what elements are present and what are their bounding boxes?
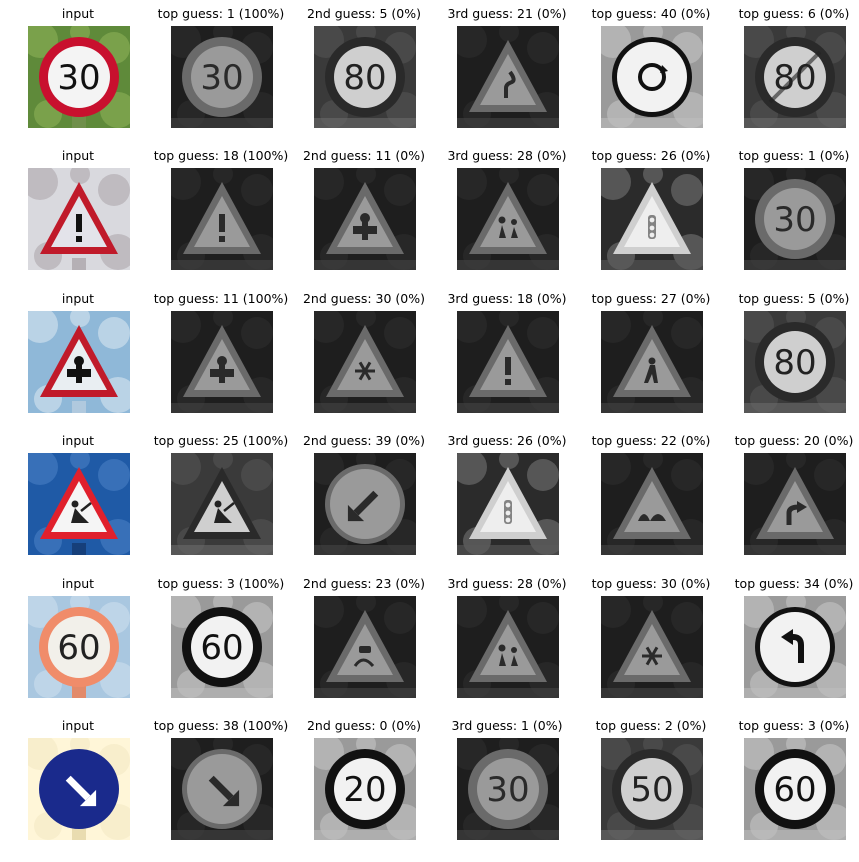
guess-label: 3rd guess: 26 (0%) xyxy=(447,433,567,448)
guess-sign-image xyxy=(601,453,703,555)
guess-sign-image xyxy=(314,596,416,698)
guess-sign-image xyxy=(314,168,416,270)
guess-sign-image xyxy=(601,26,703,128)
guess-label: top guess: 2 (0%) xyxy=(595,718,707,733)
input-label: input xyxy=(61,576,95,591)
input-sign-image xyxy=(28,453,130,555)
guess-sign-image xyxy=(601,596,703,698)
guess-label: top guess: 26 (0%) xyxy=(591,148,711,163)
guess-label: 2nd guess: 5 (0%) xyxy=(306,6,422,21)
guess-sign-image xyxy=(601,311,703,413)
svg-text:60: 60 xyxy=(200,628,243,668)
guess-sign-image xyxy=(457,168,559,270)
guess-sign-image: 60 xyxy=(744,738,846,840)
guess-label: top guess: 30 (0%) xyxy=(591,576,711,591)
guess-sign-image xyxy=(171,453,273,555)
svg-text:30: 30 xyxy=(773,200,816,240)
guess-label: top guess: 40 (0%) xyxy=(591,6,711,21)
input-label: input xyxy=(61,718,95,733)
guess-sign-image xyxy=(171,311,273,413)
guess-sign-image: 80 xyxy=(744,26,846,128)
guess-label: 2nd guess: 0 (0%) xyxy=(306,718,422,733)
guess-label: top guess: 25 (100%) xyxy=(153,433,289,448)
guess-label: top guess: 5 (0%) xyxy=(738,291,850,306)
guess-label: top guess: 22 (0%) xyxy=(591,433,711,448)
guess-label: top guess: 1 (100%) xyxy=(157,6,285,21)
svg-text:30: 30 xyxy=(486,770,529,810)
svg-text:30: 30 xyxy=(57,58,100,98)
svg-text:80: 80 xyxy=(773,343,816,383)
guess-sign-image: 30 xyxy=(457,738,559,840)
guess-label: top guess: 1 (0%) xyxy=(738,148,850,163)
guess-sign-image: 50 xyxy=(601,738,703,840)
guess-sign-image xyxy=(171,738,273,840)
guess-sign-image: 80 xyxy=(744,311,846,413)
guess-label: top guess: 6 (0%) xyxy=(738,6,850,21)
input-label: input xyxy=(61,433,95,448)
guess-sign-image xyxy=(744,453,846,555)
guess-label: 3rd guess: 21 (0%) xyxy=(447,6,567,21)
guess-sign-image xyxy=(744,596,846,698)
svg-text:60: 60 xyxy=(773,770,816,810)
guess-sign-image xyxy=(457,26,559,128)
guess-label: 3rd guess: 28 (0%) xyxy=(447,148,567,163)
guess-label: 3rd guess: 18 (0%) xyxy=(447,291,567,306)
input-label: input xyxy=(61,291,95,306)
input-label: input xyxy=(61,6,95,21)
guess-sign-image: 30 xyxy=(171,26,273,128)
input-sign-image: 30 xyxy=(28,26,130,128)
guess-label: top guess: 38 (100%) xyxy=(153,718,289,733)
guess-sign-image: 80 xyxy=(314,26,416,128)
guess-sign-image: 60 xyxy=(171,596,273,698)
guess-label: 2nd guess: 39 (0%) xyxy=(302,433,425,448)
guess-label: 2nd guess: 11 (0%) xyxy=(302,148,425,163)
svg-text:30: 30 xyxy=(200,58,243,98)
guess-sign-image: 20 xyxy=(314,738,416,840)
guess-label: top guess: 3 (100%) xyxy=(157,576,285,591)
svg-text:80: 80 xyxy=(343,58,386,98)
guess-sign-image: 30 xyxy=(744,168,846,270)
input-sign-image xyxy=(28,738,130,840)
input-sign-image: 60 xyxy=(28,596,130,698)
guess-label: 2nd guess: 23 (0%) xyxy=(302,576,425,591)
guess-label: 3rd guess: 1 (0%) xyxy=(451,718,563,733)
input-sign-image xyxy=(28,311,130,413)
guess-sign-image xyxy=(314,311,416,413)
input-label: input xyxy=(61,148,95,163)
guess-label: 3rd guess: 28 (0%) xyxy=(447,576,567,591)
guess-sign-image xyxy=(457,311,559,413)
guess-sign-image xyxy=(601,168,703,270)
guess-sign-image xyxy=(457,596,559,698)
guess-sign-image xyxy=(171,168,273,270)
guess-sign-image xyxy=(457,453,559,555)
guess-sign-image xyxy=(314,453,416,555)
svg-text:50: 50 xyxy=(630,770,673,810)
svg-text:60: 60 xyxy=(57,628,100,668)
input-sign-image xyxy=(28,168,130,270)
guess-label: top guess: 11 (100%) xyxy=(153,291,289,306)
guess-label: top guess: 34 (0%) xyxy=(734,576,854,591)
guess-label: top guess: 27 (0%) xyxy=(591,291,711,306)
guess-label: top guess: 18 (100%) xyxy=(153,148,289,163)
guess-label: 2nd guess: 30 (0%) xyxy=(302,291,425,306)
svg-text:20: 20 xyxy=(343,770,386,810)
guess-label: top guess: 3 (0%) xyxy=(738,718,850,733)
guess-label: top guess: 20 (0%) xyxy=(734,433,854,448)
